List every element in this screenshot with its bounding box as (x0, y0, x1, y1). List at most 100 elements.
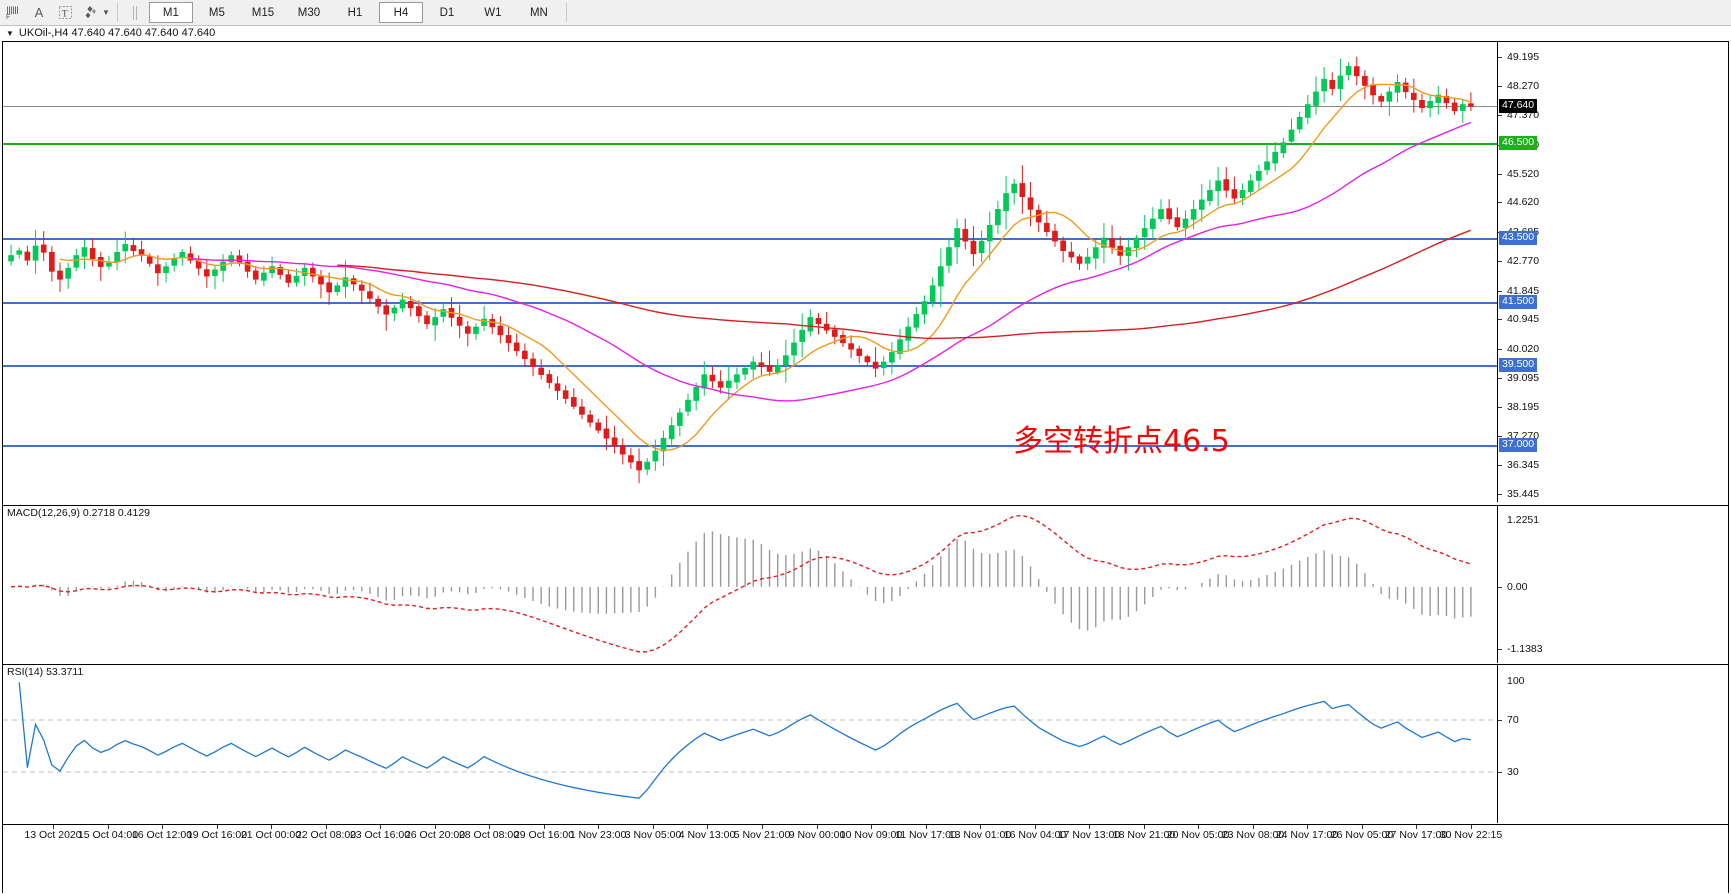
price-tick: 40.945 (1498, 313, 1539, 325)
price-tick: 40.020 (1498, 343, 1539, 355)
time-tick-label: 24 Nov 17:00 (1275, 829, 1339, 841)
macd-axis[interactable]: 1.2251 0.00 -1.1383 (1497, 506, 1728, 663)
price-tick: 41.845 (1498, 285, 1539, 297)
chart-annotation-text: 多空转折点46.5 (1013, 424, 1230, 459)
timeframe-m15[interactable]: M15 (251, 6, 275, 19)
rsi-tick: 70 (1498, 714, 1519, 726)
time-tick-label: 16 Oct 12:00 (131, 829, 193, 841)
time-tick-mark (1307, 825, 1308, 829)
rsi-pane[interactable]: RSI(14) 53.3711 100 70 30 (3, 664, 1728, 823)
price-level-badge: 41.500 (1499, 294, 1538, 309)
macd-tick: -1.1383 (1498, 643, 1543, 655)
objects-icon[interactable] (78, 1, 104, 24)
svg-text:T: T (62, 9, 68, 19)
price-tick: 45.520 (1498, 168, 1539, 180)
text-object-icon[interactable]: A (34, 5, 44, 20)
timeframe-w1[interactable]: W1 (484, 6, 502, 19)
symbol-bar: ▼ UKOil-,H4 47.640 47.640 47.640 47.640 (0, 26, 1731, 40)
time-tick-mark (489, 825, 490, 829)
rsi-plot-area[interactable] (3, 665, 1497, 823)
objects-dropdown-caret[interactable]: ▼ (102, 8, 110, 17)
time-tick-mark (544, 825, 545, 829)
price-level-line[interactable] (3, 365, 1497, 368)
timeframe-m1[interactable]: M1 (148, 2, 193, 23)
time-tick-mark (926, 825, 927, 829)
price-plot-area[interactable]: 多空转折点46.5 (3, 42, 1497, 502)
timeframe-h1[interactable]: H1 (347, 6, 363, 19)
time-tick-label: 29 Oct 16:00 (513, 829, 575, 841)
price-axis[interactable]: 49.19548.27047.37046.44045.52044.62043.6… (1497, 42, 1728, 502)
time-tick-label: 26 Nov 05:00 (1330, 829, 1394, 841)
rsi-tick: 30 (1498, 766, 1519, 778)
time-tick-mark (1144, 825, 1145, 829)
price-pane[interactable]: 多空转折点46.5 49.19548.27047.37046.44045.520… (3, 42, 1728, 502)
time-tick-mark (435, 825, 436, 829)
time-tick-label: 26 Oct 20:00 (404, 829, 466, 841)
time-tick-mark (1089, 825, 1090, 829)
time-tick-label: 16 Nov 04:00 (1003, 829, 1067, 841)
periodicity-icon[interactable]: F (0, 1, 26, 24)
price-tick: 42.770 (1498, 255, 1539, 267)
time-tick-label: 23 Oct 16:00 (349, 829, 411, 841)
price-level-line[interactable] (3, 444, 1497, 447)
price-level-line[interactable] (3, 142, 1497, 145)
time-tick-label: 9 Nov 00:00 (788, 829, 846, 841)
price-tick: 35.445 (1498, 488, 1539, 500)
time-tick-label: 17 Nov 13:00 (1057, 829, 1121, 841)
symbol-ohlc-text: UKOil-,H4 47.640 47.640 47.640 47.640 (18, 27, 216, 39)
time-tick-mark (108, 825, 109, 829)
chart-frame: 多空转折点46.5 49.19548.27047.37046.44045.520… (2, 41, 1729, 893)
timeframe-grip[interactable] (122, 1, 148, 24)
timeframe-d1[interactable]: D1 (439, 6, 455, 19)
time-tick-mark (1035, 825, 1036, 829)
time-tick-mark (871, 825, 872, 829)
svg-text:F: F (6, 14, 10, 20)
price-tick: 48.270 (1498, 80, 1539, 92)
rsi-label: RSI(14) 53.3711 (7, 666, 84, 678)
macd-plot-area[interactable] (3, 506, 1497, 663)
chart-toolbar: F A T ▼ M1 M5 M15 M3 (0, 0, 1731, 26)
price-tick: 44.620 (1498, 196, 1539, 208)
price-level-line[interactable] (3, 301, 1497, 304)
time-tick-label: 21 Oct 00:00 (240, 829, 302, 841)
time-tick-label: 1 Nov 23:00 (569, 829, 627, 841)
toolbar-divider-2 (565, 3, 567, 22)
time-tick-mark (53, 825, 54, 829)
timeframe-m30[interactable]: M30 (297, 6, 321, 19)
price-level-line[interactable] (3, 237, 1497, 240)
time-tick-mark (1471, 825, 1472, 829)
macd-pane[interactable]: MACD(12,26,9) 0.2718 0.4129 1.2251 0.00 -1… (3, 505, 1728, 663)
time-axis[interactable]: 13 Oct 2020 15 Oct 04:00 16 Oct 12:00 19 Oc… (3, 824, 1728, 893)
time-tick-mark (380, 825, 381, 829)
price-level-line[interactable] (3, 106, 1497, 108)
time-tick-mark (598, 825, 599, 829)
price-tick: 39.095 (1498, 372, 1539, 384)
price-tick: 38.195 (1498, 401, 1539, 413)
price-level-badge: 39.500 (1499, 358, 1538, 373)
timeframe-h4[interactable]: H4 (378, 2, 423, 23)
time-tick-label: 23 Nov 08:00 (1221, 829, 1285, 841)
symbol-dropdown-caret[interactable]: ▼ (6, 28, 14, 38)
rsi-axis[interactable]: 100 70 30 (1497, 665, 1728, 823)
time-tick-label: 13 Oct 2020 (24, 829, 82, 841)
price-level-badge: 43.500 (1499, 230, 1538, 245)
macd-label: MACD(12,26,9) 0.2718 0.4129 (7, 507, 151, 519)
time-tick-label: 28 Oct 08:00 (458, 829, 520, 841)
time-tick-label: 19 Oct 16:00 (186, 829, 248, 841)
time-tick-mark (1362, 825, 1363, 829)
time-tick-label: 27 Nov 17:00 (1384, 829, 1448, 841)
time-tick-mark (271, 825, 272, 829)
rsi-tick: 100 (1507, 675, 1525, 687)
price-level-badge: 47.640 (1499, 99, 1538, 114)
text-label-icon[interactable]: T (52, 1, 78, 24)
time-tick-label: 22 Oct 08:00 (295, 829, 357, 841)
timeframe-mn[interactable]: MN (529, 6, 548, 19)
time-tick-mark (980, 825, 981, 829)
time-tick-label: 5 Nov 21:00 (733, 829, 791, 841)
timeframe-m5[interactable]: M5 (208, 6, 225, 19)
time-tick-mark (1416, 825, 1417, 829)
price-tick: 49.195 (1498, 51, 1539, 63)
time-tick-mark (653, 825, 654, 829)
time-tick-label: 15 Oct 04:00 (77, 829, 139, 841)
time-tick-mark (817, 825, 818, 829)
